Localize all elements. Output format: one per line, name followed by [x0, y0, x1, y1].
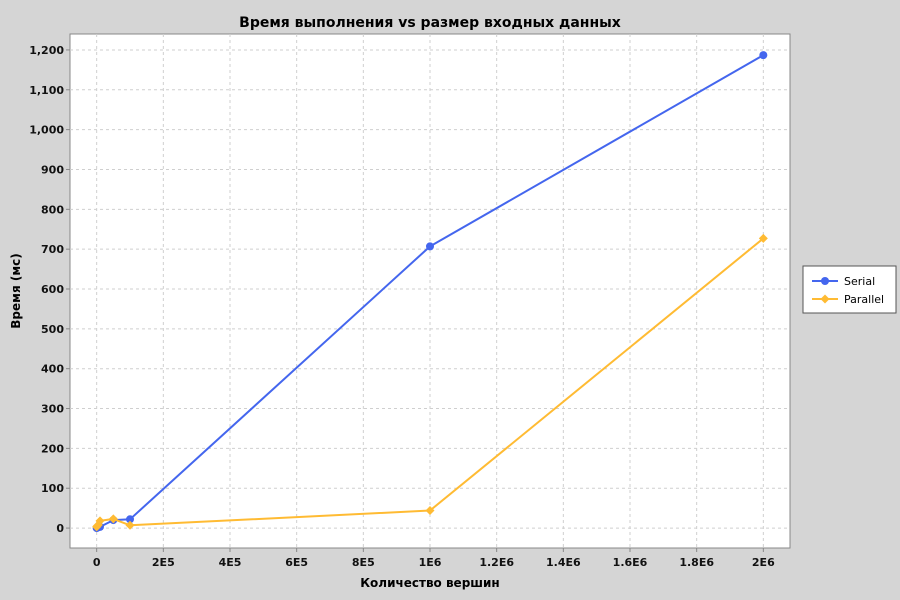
x-tick-label: 1.8E6	[679, 556, 714, 569]
y-tick-label: 100	[41, 482, 64, 495]
legend-marker-parallel	[820, 294, 830, 304]
series-point-parallel	[758, 233, 768, 243]
x-tick-label: 8E5	[352, 556, 375, 569]
x-tick-label: 2E6	[752, 556, 775, 569]
y-tick-label: 600	[41, 283, 64, 296]
x-tick-label: 1.2E6	[479, 556, 514, 569]
y-tick-label: 400	[41, 363, 64, 376]
legend-label-serial: Serial	[844, 275, 875, 288]
legend-box	[802, 265, 897, 314]
legend: Serial Parallel	[802, 265, 897, 314]
x-tick-label: 4E5	[219, 556, 242, 569]
y-tick-label: 1,100	[29, 84, 64, 97]
x-tick-label: 1.6E6	[613, 556, 648, 569]
legend-marker-serial	[821, 277, 829, 285]
y-tick-label: 1,200	[29, 44, 64, 57]
y-tick-label: 900	[41, 163, 64, 176]
y-axis: 0 100 200 300 400 500 600 700 800 900 1,000 1,100 1,…	[29, 44, 70, 535]
y-tick-label: 800	[41, 203, 64, 216]
x-tick-label: 2E5	[152, 556, 175, 569]
y-tick-label: 300	[41, 403, 64, 416]
y-tick-label: 0	[56, 522, 64, 535]
y-axis-label: Время (мс)	[9, 253, 23, 328]
x-tick-label: 0	[93, 556, 101, 569]
series-point-serial	[426, 242, 434, 251]
plot-area	[69, 33, 791, 549]
series-point-parallel	[125, 520, 135, 530]
x-tick-label: 6E5	[285, 556, 308, 569]
series-point-parallel	[95, 516, 105, 526]
x-tick-label: 1E6	[419, 556, 442, 569]
series-lines	[92, 51, 768, 533]
y-tick-label: 500	[41, 323, 64, 336]
series-point-parallel	[425, 506, 435, 516]
chart-title: Время выполнения vs размер входных данны…	[239, 15, 621, 31]
series-point-serial	[126, 515, 134, 524]
y-tick-label: 1,000	[29, 124, 64, 137]
x-axis-label: Количество вершин	[360, 576, 499, 590]
legend-label-parallel: Parallel	[844, 293, 884, 306]
gridlines	[70, 34, 790, 548]
series-point-serial	[759, 51, 768, 60]
y-tick-label: 200	[41, 442, 64, 455]
y-tick-label: 700	[41, 243, 64, 256]
x-axis: 0 2E5 4E5 6E5 8E5 1E6 1.2E6 1.4E6 1.6E6 1.8E6 2E6	[93, 548, 775, 569]
series-point-parallel	[108, 514, 118, 524]
x-tick-label: 1.4E6	[546, 556, 581, 569]
